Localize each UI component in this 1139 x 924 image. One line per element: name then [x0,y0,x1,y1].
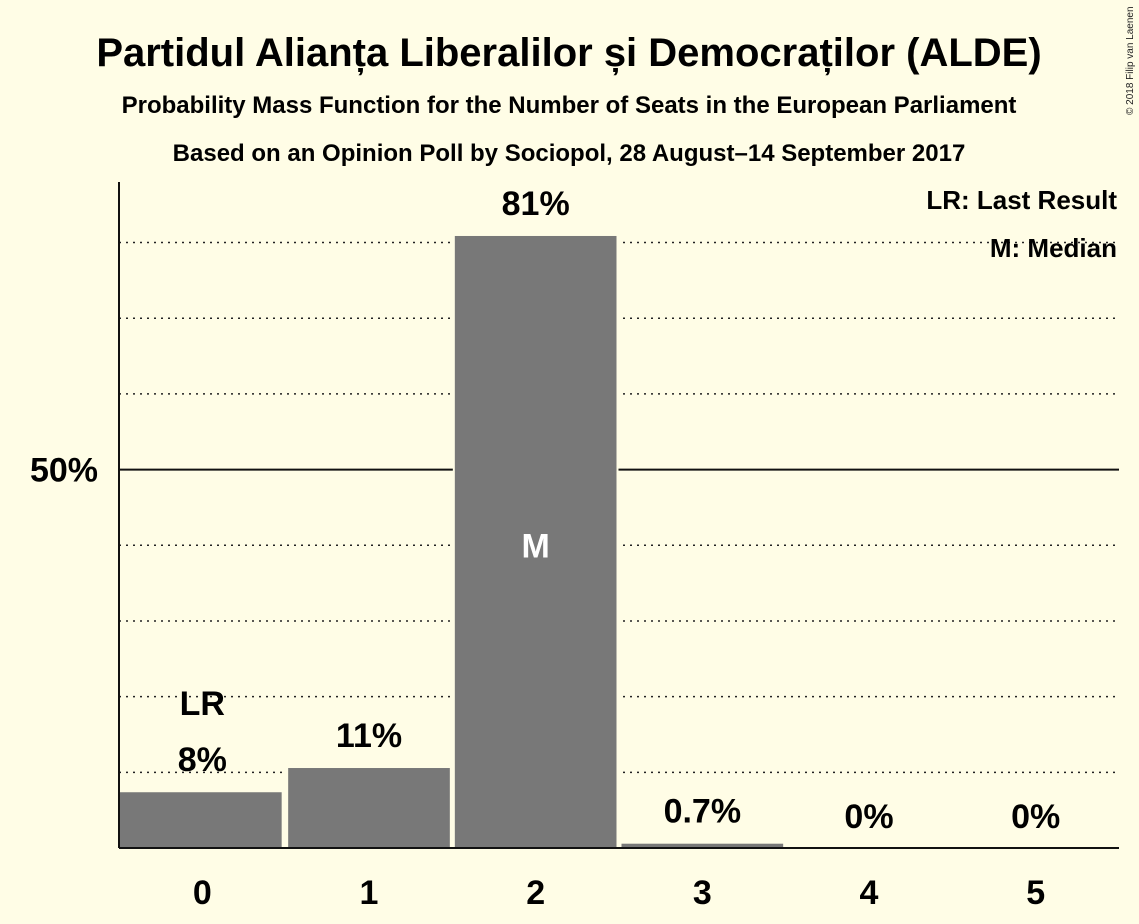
last-result-marker: LR [180,685,225,723]
x-tick-label: 4 [860,874,879,912]
x-tick-label: 5 [1026,874,1045,912]
bar-value-label: 81% [502,185,570,223]
bars [118,233,786,850]
median-marker: M [522,527,550,565]
x-tick-label: 1 [360,874,379,912]
bar-value-label: 11% [336,717,402,755]
axes [118,182,1119,849]
bar-value-label: 0% [844,798,893,836]
copyright-notice: © 2018 Filip van Laenen [1125,6,1136,115]
bar [452,233,619,849]
bar [286,766,452,849]
bar [118,790,284,850]
legend-median: M: Median [990,233,1117,263]
bar-value-label: 0.7% [664,793,742,831]
chart-subtitle-source: Based on an Opinion Poll by Sociopol, 28… [173,140,966,167]
x-tick-label: 2 [526,874,545,912]
legend-last-result: LR: Last Result [926,185,1117,215]
bar-value-label: 8% [178,741,227,779]
x-tick-label: 0 [193,874,212,912]
chart-subtitle: Probability Mass Function for the Number… [122,92,1017,119]
x-tick-label: 3 [693,874,712,912]
chart-title: Partidul Alianța Liberalilor și Democraț… [96,31,1041,75]
y-tick-label: 50% [30,452,98,490]
bar-value-label: 0% [1011,798,1060,836]
gridlines: 50% [30,241,1119,774]
data-labels: 8% LR 0 11% 1 81% M 2 0.7% 3 0% 4 0% 5 [178,185,1060,912]
